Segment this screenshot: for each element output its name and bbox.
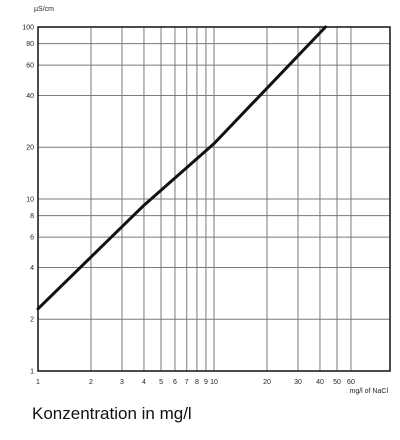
- y-tick-label: 40: [26, 93, 34, 100]
- chart-caption: Konzentration in mg/l: [32, 404, 192, 423]
- x-tick-label: 40: [316, 379, 324, 386]
- x-tick-label: 7: [185, 379, 189, 386]
- x-axis-unit-label: mg/l of NaCl: [349, 388, 388, 395]
- x-tick-label: 5: [159, 379, 163, 386]
- x-tick-label: 30: [294, 379, 302, 386]
- x-tick-label: 60: [347, 379, 355, 386]
- y-tick-label: 1: [30, 369, 34, 376]
- x-tick-label: 10: [210, 379, 218, 386]
- x-tick-labels: 1 2 3 4 5 6 7 8 9 10 20 30 40 50 60: [36, 379, 355, 386]
- x-tick-label: 2: [89, 379, 93, 386]
- y-axis-unit-label: µS/cm: [34, 6, 54, 13]
- grid: [38, 27, 390, 371]
- x-tick-label: 1: [36, 379, 40, 386]
- plot-frame: [37, 26, 391, 372]
- y-tick-labels: 1 2 4 6 8 10 20 40 60 80 100: [22, 25, 34, 376]
- conductivity-chart: µS/cm 1 2 3 4 5 6 7 8 9 10 20 30 40 50 60 124681020406…: [22, 6, 391, 395]
- series-line: [36, 25, 327, 311]
- x-tick-label: 9: [204, 379, 208, 386]
- series-layer: [36, 25, 327, 311]
- y-tick-label: 80: [26, 41, 34, 48]
- x-tick-label: 50: [333, 379, 341, 386]
- x-tick-label: 3: [120, 379, 124, 386]
- y-tick-label: 100: [22, 25, 34, 32]
- x-tick-label: 8: [195, 379, 199, 386]
- y-tick-label: 8: [30, 213, 34, 220]
- y-tick-label: 60: [26, 63, 34, 70]
- y-tick-label: 4: [30, 265, 34, 272]
- x-tick-label: 4: [142, 379, 146, 386]
- y-tick-label: 6: [30, 235, 34, 242]
- y-tick-label: 10: [26, 197, 34, 204]
- x-tick-label: 20: [263, 379, 271, 386]
- y-tick-label: 20: [26, 145, 34, 152]
- x-tick-label: 6: [173, 379, 177, 386]
- y-tick-label: 2: [30, 317, 34, 324]
